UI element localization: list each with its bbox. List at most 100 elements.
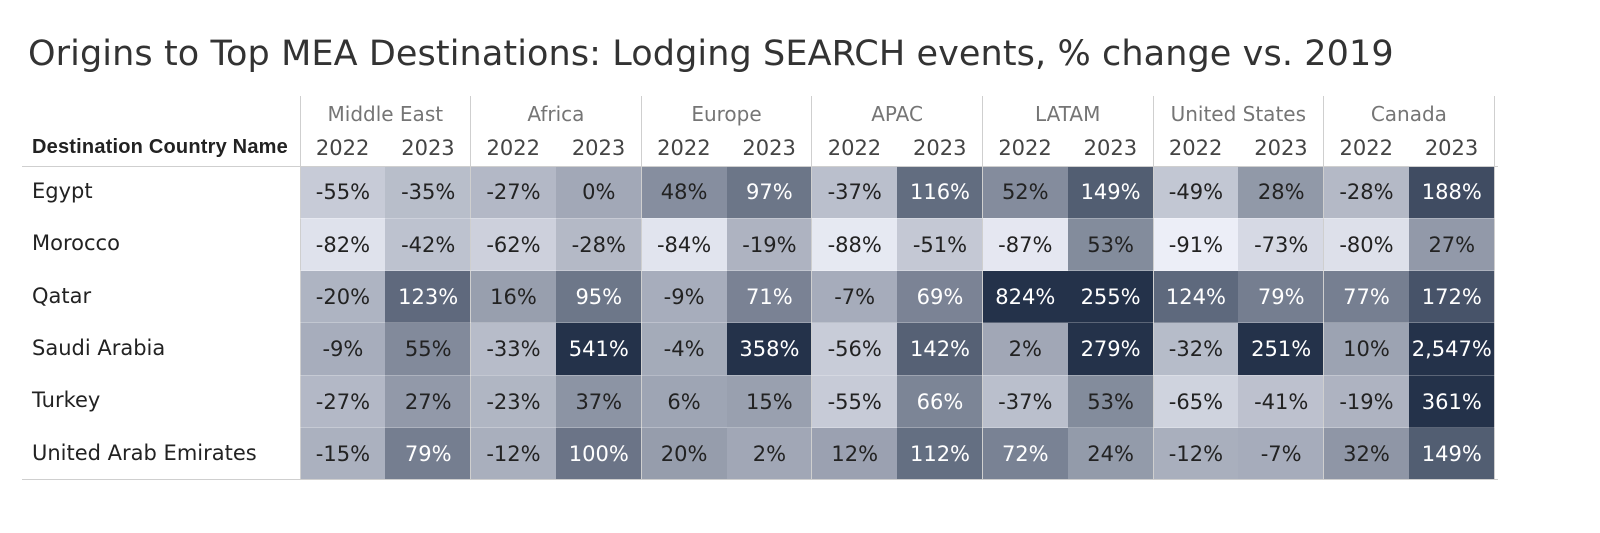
heatmap-cell: -56%: [811, 322, 898, 376]
row-label: Qatar: [32, 283, 92, 308]
heatmap-cell: 32%: [1323, 427, 1410, 481]
heatmap-cell: 55%: [385, 322, 472, 376]
heatmap-cell: -84%: [641, 218, 727, 272]
row-divider: [300, 374, 1498, 376]
heatmap-cell: -33%: [470, 322, 557, 376]
region-divider: [1323, 96, 1325, 480]
heatmap-cell: -91%: [1153, 218, 1239, 272]
heatmap-cell: -23%: [470, 375, 557, 428]
heatmap-cell: 28%: [1238, 166, 1325, 219]
region-header: Africa: [527, 102, 585, 126]
heatmap-cell: 824%: [982, 270, 1069, 324]
heatmap-cell: 172%: [1408, 270, 1495, 324]
heatmap-cell: 2,547%: [1408, 322, 1495, 376]
heatmap-cell: 112%: [897, 427, 983, 481]
heatmap-cell: -20%: [300, 270, 386, 324]
heatmap-cell: -9%: [641, 270, 727, 324]
region-header: Europe: [691, 102, 762, 126]
heatmap-cell: 53%: [1067, 218, 1154, 272]
region-divider: [1152, 96, 1154, 480]
region-divider: [640, 96, 642, 480]
heatmap-cell: 27%: [385, 375, 472, 428]
heatmap-cell: 251%: [1238, 322, 1325, 376]
heatmap-cell: -49%: [1153, 166, 1239, 219]
heatmap-cell: -87%: [982, 218, 1069, 272]
region-header: United States: [1170, 102, 1307, 126]
year-header: 2023: [742, 136, 796, 160]
heatmap-cell: -41%: [1238, 375, 1325, 428]
heatmap-cell: -80%: [1323, 218, 1410, 272]
heatmap-cell: 149%: [1408, 427, 1495, 481]
heatmap-cell: 6%: [641, 375, 727, 428]
region-header: Canada: [1370, 102, 1447, 126]
heatmap-cell: -82%: [300, 218, 386, 272]
heatmap-cell: 24%: [1067, 427, 1154, 481]
year-header: 2023: [913, 136, 967, 160]
heatmap-cell: -37%: [811, 166, 898, 219]
heatmap-cell: 123%: [385, 270, 472, 324]
heatmap-cell: 541%: [555, 322, 642, 376]
heatmap-cell: -27%: [300, 375, 386, 428]
heatmap-cell: 124%: [1153, 270, 1239, 324]
heatmap-cell: 149%: [1067, 166, 1154, 219]
heatmap-cell: -27%: [470, 166, 557, 219]
heatmap-cell: 188%: [1408, 166, 1495, 219]
heatmap-cell: 52%: [982, 166, 1069, 219]
heatmap-cell: -55%: [300, 166, 386, 219]
row-label: Egypt: [32, 179, 93, 203]
heatmap-cell: -7%: [811, 270, 898, 324]
heatmap-cell: -65%: [1153, 375, 1239, 428]
heatmap-cell: 12%: [811, 427, 898, 481]
row-divider: [300, 217, 1498, 219]
heatmap-cell: -32%: [1153, 322, 1239, 376]
region-header: APAC: [871, 102, 923, 126]
row-divider: [300, 270, 1498, 272]
heatmap-cell: 37%: [555, 375, 642, 428]
region-divider: [1493, 96, 1495, 480]
heatmap-cell: -62%: [470, 218, 557, 272]
heatmap-cell: 95%: [555, 270, 642, 324]
region-divider: [981, 96, 983, 480]
heatmap-cell: 72%: [982, 427, 1069, 481]
year-header: 2023: [1083, 136, 1138, 160]
heatmap-cell: 100%: [555, 427, 642, 481]
row-label: Morocco: [32, 231, 120, 256]
heatmap-cell: 69%: [897, 270, 983, 324]
heatmap-cell: 79%: [385, 427, 472, 481]
year-header: 2023: [401, 136, 455, 160]
heatmap-cell: 71%: [726, 270, 813, 324]
row-label: Saudi Arabia: [32, 335, 166, 360]
heatmap-cell: 77%: [1323, 270, 1410, 324]
year-header: 2023: [1424, 136, 1479, 160]
row-label: United Arab Emirates: [32, 440, 257, 465]
year-header: 2022: [315, 136, 370, 160]
year-header: 2022: [998, 136, 1052, 160]
heatmap-cell: 97%: [726, 166, 813, 219]
heatmap-cell: -15%: [300, 427, 386, 481]
region-header: Middle East: [327, 102, 444, 126]
heatmap-cell: 2%: [726, 427, 813, 481]
heatmap-table: Destination Country Name Middle East 2022…: [22, 96, 1498, 481]
heatmap-cell: 0%: [555, 166, 642, 219]
heatmap-cell: 66%: [897, 375, 983, 428]
heatmap-cell: -42%: [385, 218, 472, 272]
region-header: LATAM: [1035, 102, 1101, 126]
row-divider: [22, 165, 1498, 167]
heatmap-cell: 142%: [897, 322, 983, 376]
heatmap-cell: -73%: [1238, 218, 1325, 272]
heatmap-cell: -4%: [641, 322, 727, 376]
heatmap-cell: -55%: [811, 375, 898, 428]
heatmap-cell: -88%: [811, 218, 898, 272]
region-divider: [299, 96, 301, 480]
row-divider: [300, 427, 1498, 428]
heatmap-cell: 27%: [1408, 218, 1495, 272]
heatmap-cell: 10%: [1323, 322, 1410, 376]
row-label: Turkey: [32, 388, 101, 413]
region-divider: [811, 96, 813, 480]
heatmap-cell: -12%: [470, 427, 557, 481]
year-header: 2022: [657, 136, 711, 160]
heatmap-cell: -35%: [385, 166, 472, 219]
heatmap-cell: -37%: [982, 375, 1069, 428]
year-header: 2022: [1168, 136, 1223, 160]
heatmap-cell: 15%: [726, 375, 813, 428]
